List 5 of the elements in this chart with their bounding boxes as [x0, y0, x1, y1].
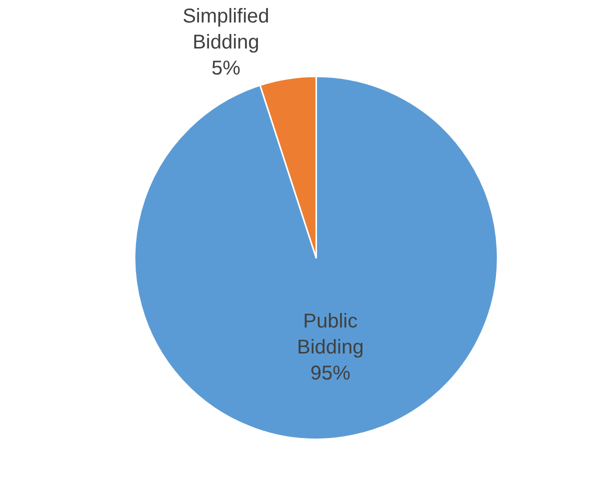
slice-label: Simplified Bidding	[182, 6, 270, 54]
data-label: 5%	[211, 58, 241, 80]
pie-slice	[134, 76, 498, 440]
data-label: 95%	[310, 362, 351, 384]
slice-label: Public Bidding	[296, 310, 364, 358]
